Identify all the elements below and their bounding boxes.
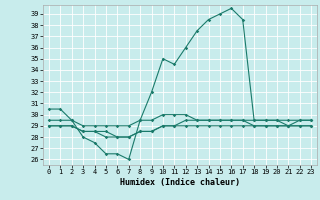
X-axis label: Humidex (Indice chaleur): Humidex (Indice chaleur)	[120, 178, 240, 187]
